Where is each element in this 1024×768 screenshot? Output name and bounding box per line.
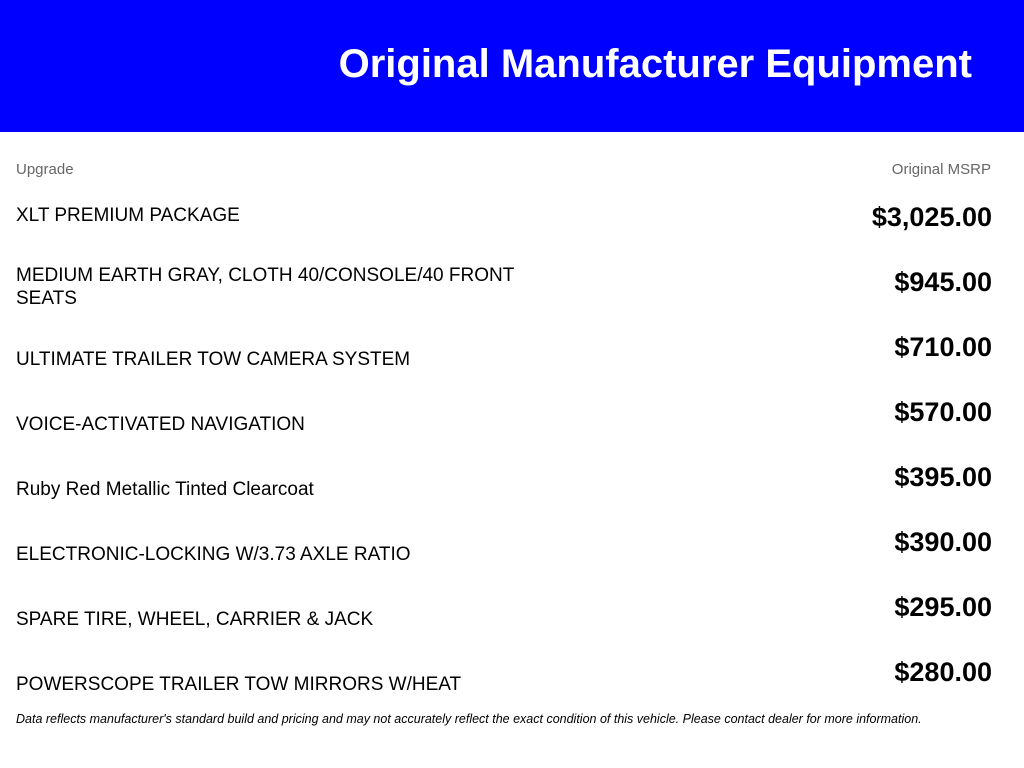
- equipment-name: POWERSCOPE TRAILER TOW MIRRORS W/HEAT: [16, 674, 462, 695]
- column-header-msrp: Original MSRP: [891, 161, 991, 178]
- page-title: Original Manufacturer Equipment: [338, 42, 972, 86]
- equipment-name: SPARE TIRE, WHEEL, CARRIER & JACK: [16, 609, 374, 630]
- equipment-price: $3,025.00: [871, 202, 992, 232]
- equipment-row: ULTIMATE TRAILER TOW CAMERA SYSTEM $710.0…: [16, 330, 992, 395]
- equipment-name: Ruby Red Metallic Tinted Clearcoat: [16, 479, 314, 500]
- header-banner: Original Manufacturer Equipment: [0, 0, 1024, 132]
- equipment-row: SPARE TIRE, WHEEL, CARRIER & JACK $295.00: [16, 590, 992, 655]
- equipment-price: $390.00: [894, 527, 992, 557]
- equipment-price: $295.00: [894, 592, 992, 622]
- equipment-price: $570.00: [894, 397, 992, 427]
- disclaimer: Data reflects manufacturer's standard bu…: [16, 712, 922, 726]
- equipment-row: POWERSCOPE TRAILER TOW MIRRORS W/HEAT $28…: [16, 655, 992, 720]
- equipment-name: ULTIMATE TRAILER TOW CAMERA SYSTEM: [16, 349, 411, 370]
- equipment-name: VOICE-ACTIVATED NAVIGATION: [16, 414, 305, 435]
- equipment-row: XLT PREMIUM PACKAGE $3,025.00: [16, 200, 992, 265]
- equipment-price: $710.00: [894, 332, 992, 362]
- equipment-row: Ruby Red Metallic Tinted Clearcoat $395.0…: [16, 460, 992, 525]
- equipment-name: XLT PREMIUM PACKAGE: [16, 205, 240, 226]
- equipment-price: $945.00: [894, 267, 992, 297]
- equipment-name: MEDIUM EARTH GRAY, CLOTH 40/CONSOLE/40 F…: [16, 265, 514, 309]
- equipment-row: ELECTRONIC-LOCKING W/3.73 AXLE RATIO $390…: [16, 525, 992, 590]
- column-header-upgrade: Upgrade: [16, 161, 74, 178]
- equipment-price: $395.00: [894, 462, 992, 492]
- equipment-name: ELECTRONIC-LOCKING W/3.73 AXLE RATIO: [16, 544, 411, 565]
- equipment-row: MEDIUM EARTH GRAY, CLOTH 40/CONSOLE/40 F…: [16, 265, 992, 330]
- equipment-row: VOICE-ACTIVATED NAVIGATION $570.00: [16, 395, 992, 460]
- equipment-price: $280.00: [894, 657, 992, 687]
